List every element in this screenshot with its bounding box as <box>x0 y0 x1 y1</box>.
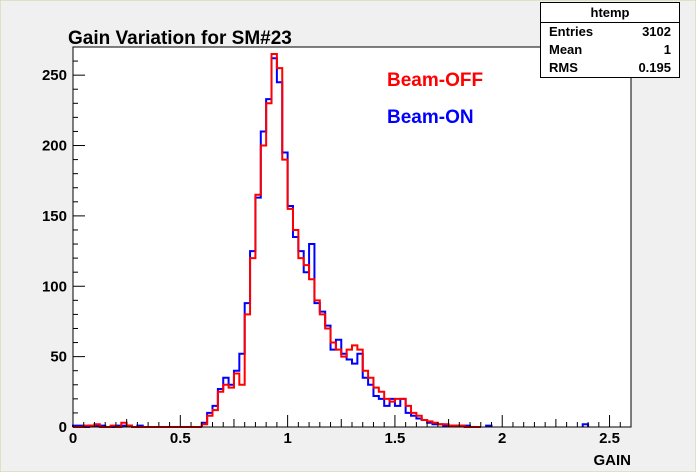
rms-label: RMS <box>549 60 578 75</box>
entries-value: 3102 <box>642 24 671 39</box>
x-axis-label: GAIN <box>594 452 632 469</box>
stats-row-rms: RMS 0.195 <box>541 59 679 77</box>
mean-label: Mean <box>549 42 583 57</box>
chart-title: Gain Variation for SM#23 <box>68 28 292 49</box>
stats-row-mean: Mean 1 <box>541 41 679 59</box>
legend-beam-on: Beam-ON <box>387 107 474 128</box>
x-tick-label: 2.5 <box>599 430 620 447</box>
x-tick-label: 1.5 <box>384 430 405 447</box>
y-tick-label: 150 <box>42 208 67 225</box>
legend-beam-off: Beam-OFF <box>387 70 483 91</box>
rms-value: 0.195 <box>638 60 671 75</box>
x-tick-label: 0 <box>69 430 77 447</box>
mean-value: 1 <box>663 42 671 57</box>
y-tick-label: 250 <box>42 67 67 84</box>
x-tick-label: 2 <box>498 430 506 447</box>
stats-title: htemp <box>541 3 679 23</box>
stats-box: htemp Entries 3102 Mean 1 RMS 0.195 <box>540 2 680 78</box>
x-tick-label: 1 <box>283 430 291 447</box>
series-beam-off <box>200 53 481 428</box>
y-tick-label: 200 <box>42 138 67 155</box>
y-tick-label: 0 <box>59 419 67 436</box>
x-tick-label: 0.5 <box>170 430 191 447</box>
entries-label: Entries <box>549 24 594 39</box>
y-tick-label: 100 <box>42 278 67 295</box>
y-tick-label: 50 <box>50 349 67 366</box>
stats-row-entries: Entries 3102 <box>541 23 679 41</box>
plot-area <box>72 46 632 428</box>
